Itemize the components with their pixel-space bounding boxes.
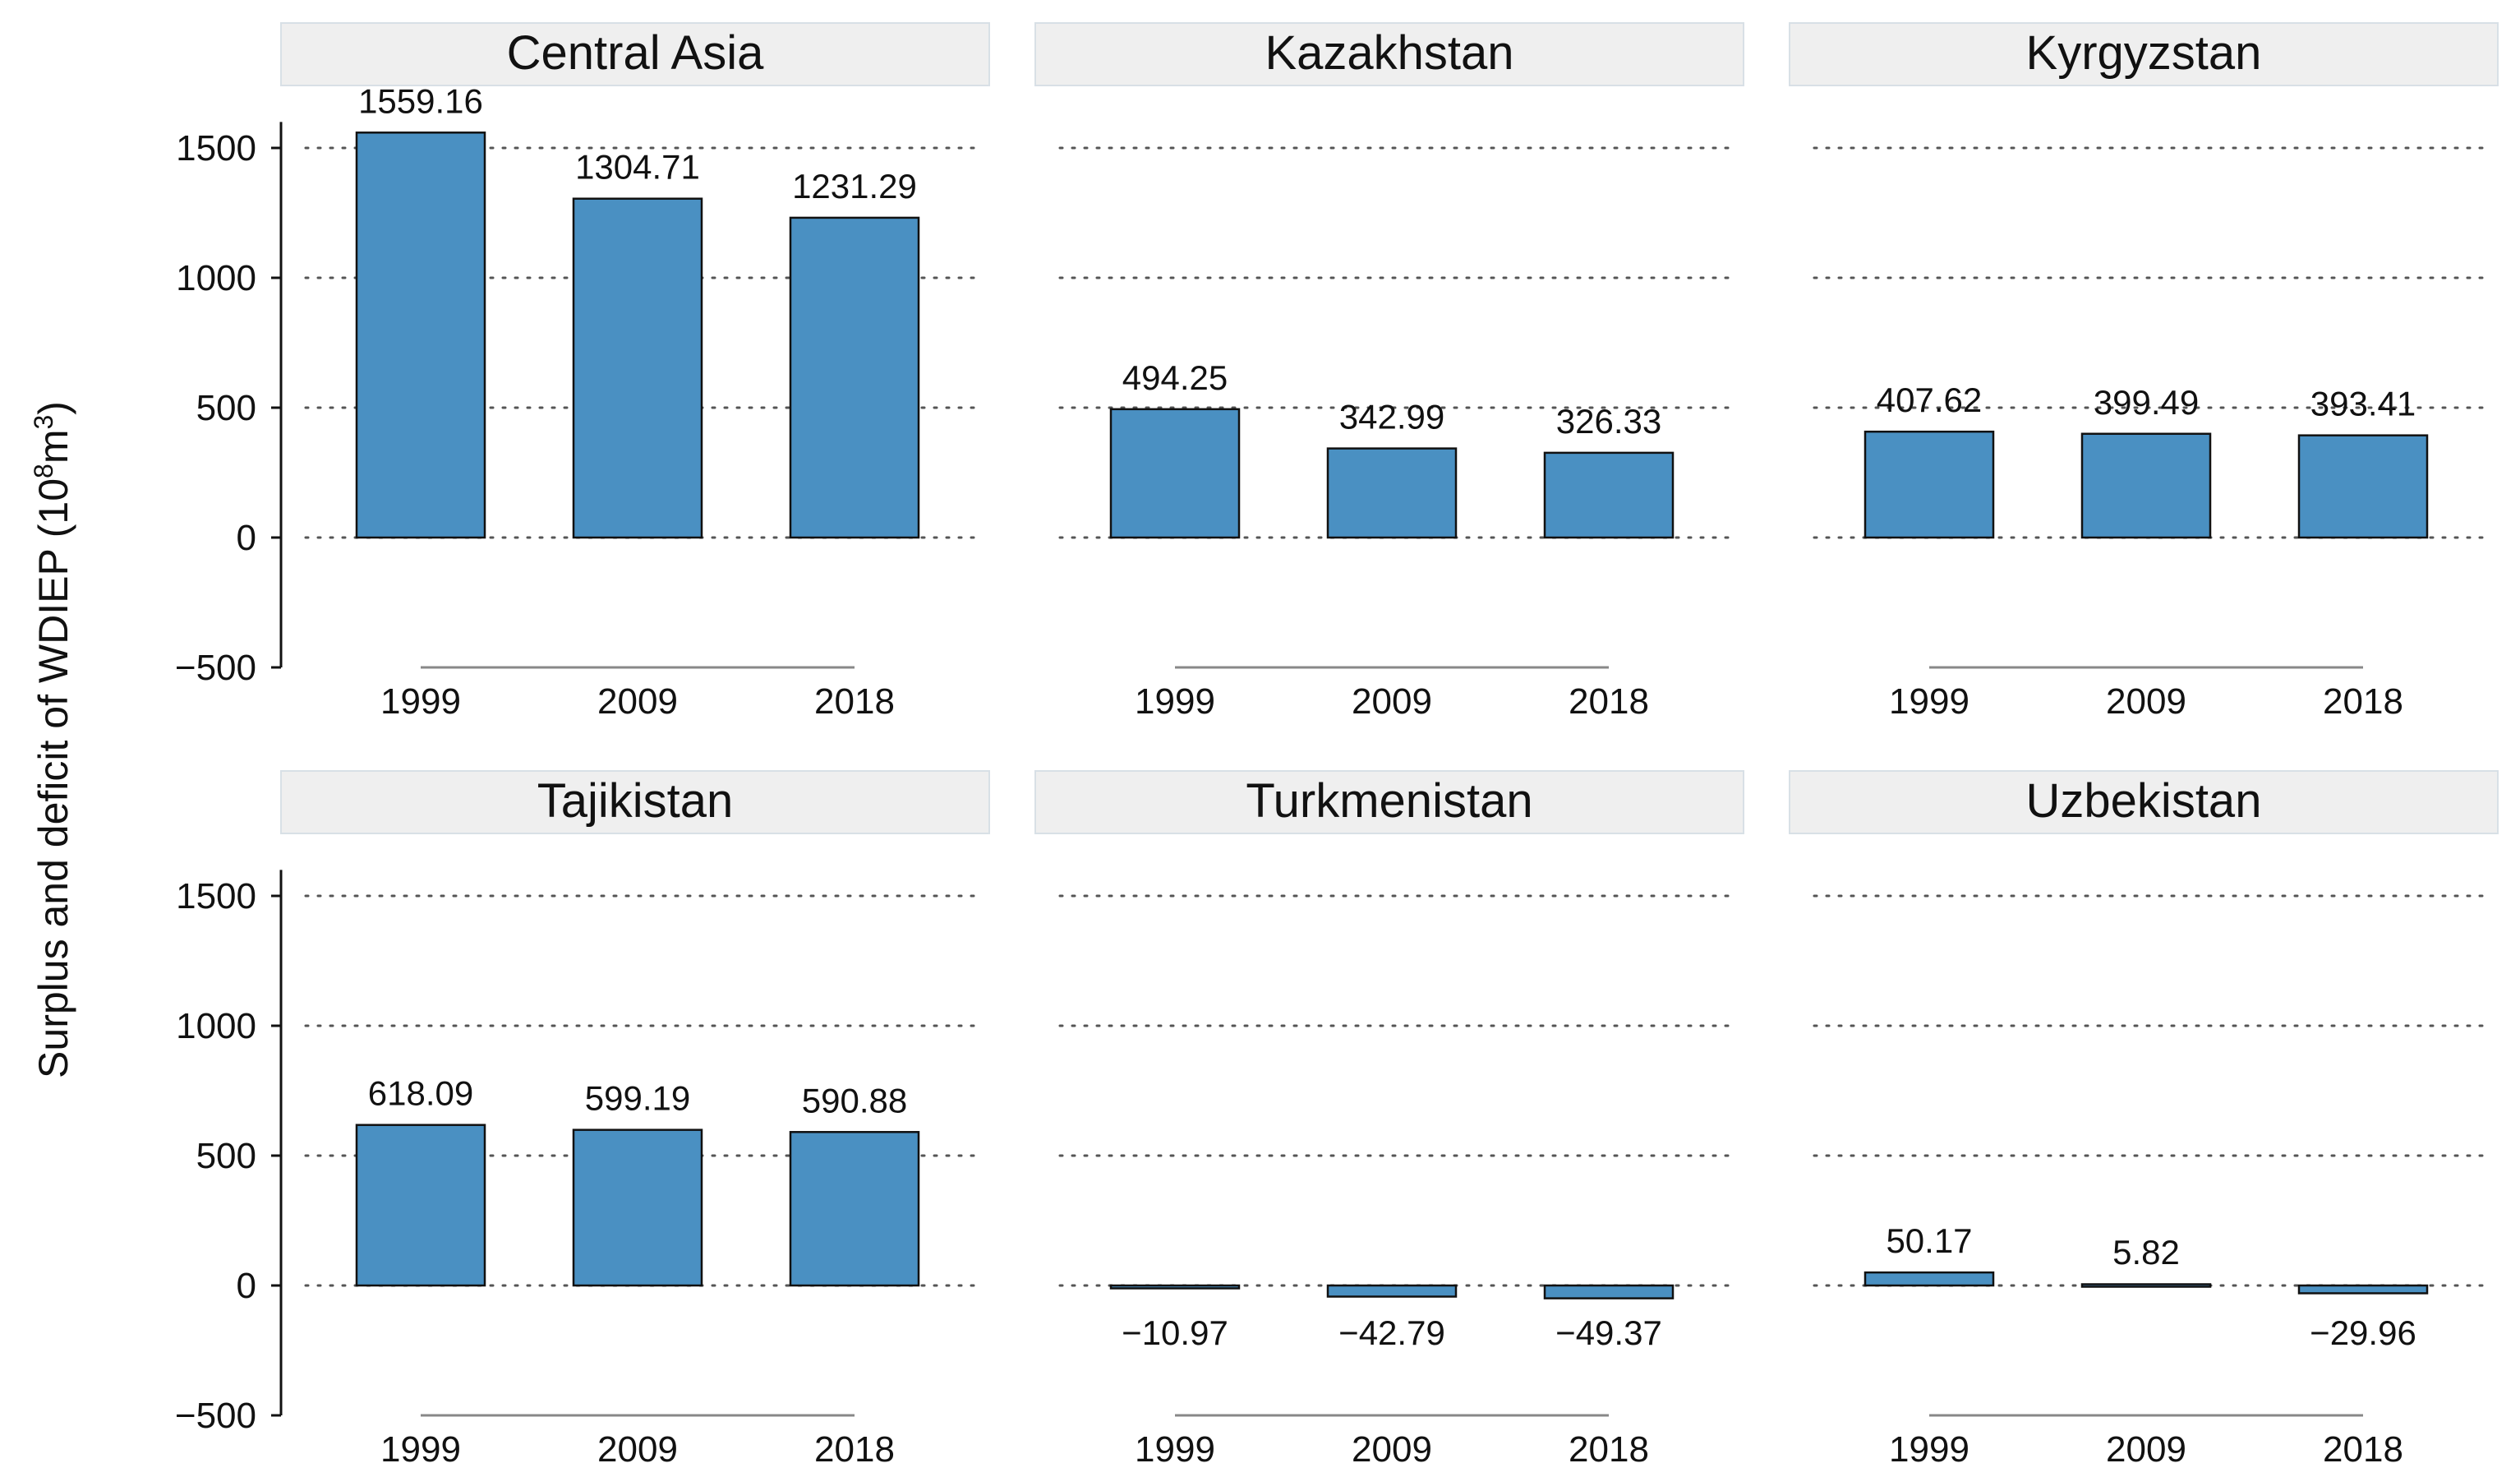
bar-data-label: 1304.71 (575, 148, 700, 187)
panel-title: Kyrgyzstan (2026, 26, 2262, 80)
bar-data-label: 50.17 (1886, 1221, 1972, 1260)
bar-data-label: 326.33 (1556, 402, 1661, 441)
panel-strip (1034, 770, 1744, 834)
x-tick-label: 2009 (1352, 1429, 1432, 1470)
panel-strip (1789, 22, 2499, 86)
y-tick-label: 1000 (176, 1006, 256, 1046)
bar-data-label: −49.37 (1555, 1313, 1662, 1352)
bar (572, 197, 703, 539)
bar (1543, 1284, 1675, 1299)
x-tick-label: 2018 (1569, 1429, 1649, 1470)
x-tick-label: 2018 (814, 681, 895, 722)
x-tick-label: 1999 (1889, 681, 1969, 722)
panel-title: Uzbekistan (2026, 774, 2262, 828)
bar (1326, 1284, 1458, 1298)
bar (1109, 408, 1241, 539)
x-tick-label: 1999 (1889, 1429, 1969, 1470)
y-tick-label: 500 (196, 388, 256, 428)
bar-data-label: 590.88 (802, 1081, 907, 1119)
bar (355, 132, 486, 539)
bar-data-label: 393.41 (2310, 385, 2416, 423)
x-tick-label: 2009 (597, 681, 678, 722)
bar-data-label: 1231.29 (792, 167, 917, 205)
y-axis-title-main: Surplus and deficit of WDIEP (10 (30, 478, 76, 1078)
bar (1864, 1271, 1995, 1287)
x-tick-label: 1999 (1135, 681, 1215, 722)
y-tick-label: −500 (175, 1396, 256, 1436)
bar-data-label: −29.96 (2310, 1313, 2416, 1352)
panel-kazakhstan: Kazakhstan 494.25 1999 342.99 2009 326.33 2018 (1034, 22, 1744, 722)
x-tick-label: 1999 (380, 681, 461, 722)
x-tick-label: 2018 (814, 1429, 895, 1470)
bar-data-label: −10.97 (1122, 1313, 1228, 1352)
y-tick-label: 1000 (176, 258, 256, 298)
bar-data-label: 5.82 (2112, 1233, 2180, 1272)
panel-uzbekistan: Uzbekistan 50.17 1999 5.82 2009 −29.96 2018 (1789, 770, 2499, 1470)
panel-tajikistan: Tajikistan −500 0 500 1000 1500 618.09 1999 599.… (175, 770, 990, 1470)
bar (2080, 1283, 2212, 1288)
bar (1543, 451, 1675, 539)
y-tick-label: 1500 (176, 128, 256, 168)
bar (1109, 1284, 1241, 1290)
panel-title: Central Asia (507, 26, 764, 80)
y-tick-label: 1500 (176, 876, 256, 916)
bar (1864, 430, 1995, 539)
bar-data-label: 618.09 (368, 1074, 473, 1113)
bar (789, 216, 920, 539)
x-tick-label: 2009 (2106, 1429, 2186, 1470)
panel-strip (1034, 22, 1744, 86)
panel-strip (1789, 770, 2499, 834)
bar (2080, 432, 2212, 539)
panel-title: Turkmenistan (1246, 774, 1532, 828)
y-axis-title-mid: m (30, 430, 76, 464)
x-tick-label: 2009 (597, 1429, 678, 1470)
bar-data-label: 407.62 (1877, 381, 1982, 419)
bar-data-label: 342.99 (1339, 398, 1444, 436)
x-tick-label: 2018 (2323, 681, 2403, 722)
panel-strip (280, 22, 990, 86)
x-tick-label: 1999 (380, 1429, 461, 1470)
x-tick-label: 2018 (2323, 1429, 2403, 1470)
panel-central-asia: Central Asia −500 0 500 1000 1500 1559.16 1999 1… (175, 22, 990, 722)
bar-data-label: 1559.16 (358, 81, 483, 120)
bar (789, 1131, 920, 1287)
bar (572, 1129, 703, 1287)
panel-title: Kazakhstan (1265, 26, 1513, 80)
y-axis-title-sup2: 3 (29, 415, 58, 430)
bar (1326, 447, 1458, 539)
y-tick-label: 500 (196, 1136, 256, 1176)
y-axis-title: Surplus and deficit of WDIEP (108m3) (29, 401, 76, 1078)
bar-data-label: 599.19 (585, 1079, 690, 1118)
bar-data-label: −42.79 (1338, 1313, 1445, 1352)
y-tick-label: 0 (237, 518, 256, 558)
bar (2297, 434, 2429, 539)
y-axis-title-sup1: 8 (29, 464, 58, 478)
y-tick-label: −500 (175, 648, 256, 688)
x-tick-label: 2009 (2106, 681, 2186, 722)
y-axis-title-end: ) (30, 401, 76, 415)
panel-kyrgyzstan: Kyrgyzstan 407.62 1999 399.49 2009 393.41 2018 (1789, 22, 2499, 722)
bar (2297, 1284, 2429, 1295)
y-tick-label: 0 (237, 1266, 256, 1306)
panel-title: Tajikistan (537, 774, 734, 828)
x-tick-label: 2009 (1352, 681, 1432, 722)
bar (355, 1124, 486, 1287)
x-tick-label: 1999 (1135, 1429, 1215, 1470)
bar-data-label: 399.49 (2094, 383, 2199, 422)
x-tick-label: 2018 (1569, 681, 1649, 722)
panel-strip (280, 770, 990, 834)
panel-turkmenistan: Turkmenistan −10.97 1999 −42.79 2009 −49.37 20… (1034, 770, 1744, 1470)
bar-data-label: 494.25 (1122, 358, 1228, 397)
